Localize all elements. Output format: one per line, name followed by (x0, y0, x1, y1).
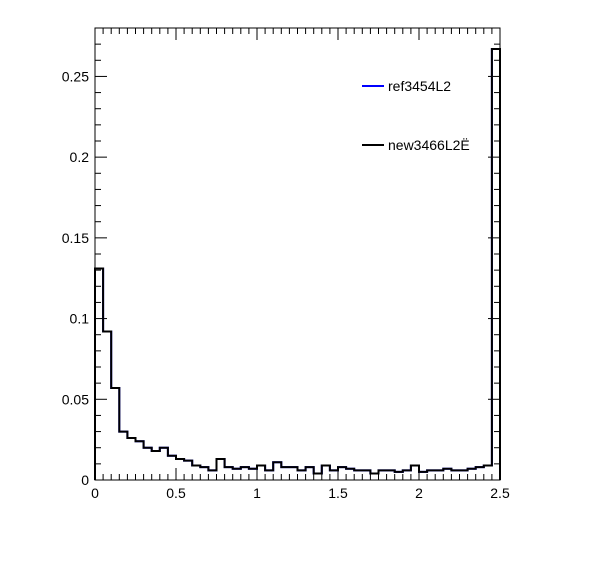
y-tick-label: 0.15 (62, 230, 89, 246)
y-tick-label: 0.05 (62, 391, 89, 407)
y-tick-labels: 0 0.05 0.1 0.15 0.2 0.25 (62, 68, 89, 488)
x-tick-label: 0.5 (166, 485, 186, 501)
y-tick-label: 0.25 (62, 68, 89, 84)
x-tick-label: 2 (415, 485, 423, 501)
legend-label: new3466L2Ë (388, 137, 470, 153)
series-layer (94, 47, 501, 480)
plot-frame (94, 27, 501, 481)
y-tick-label: 0.2 (70, 149, 90, 165)
x-tick-label: 1.5 (328, 485, 348, 501)
y-tick-label: 0 (81, 472, 89, 488)
legend-label: ref3454L2 (388, 78, 451, 94)
series-line (94, 47, 501, 480)
y-tick-label: 0.1 (70, 311, 90, 327)
x-tick-label: 2.5 (490, 485, 510, 501)
series-1 (94, 47, 501, 480)
legend: ref3454L2 new3466L2Ë (362, 78, 470, 153)
x-tick-labels: 0 0.5 1 1.5 2 2.5 (91, 485, 510, 501)
x-tick-label: 1 (253, 485, 261, 501)
x-tick-label: 0 (91, 485, 99, 501)
